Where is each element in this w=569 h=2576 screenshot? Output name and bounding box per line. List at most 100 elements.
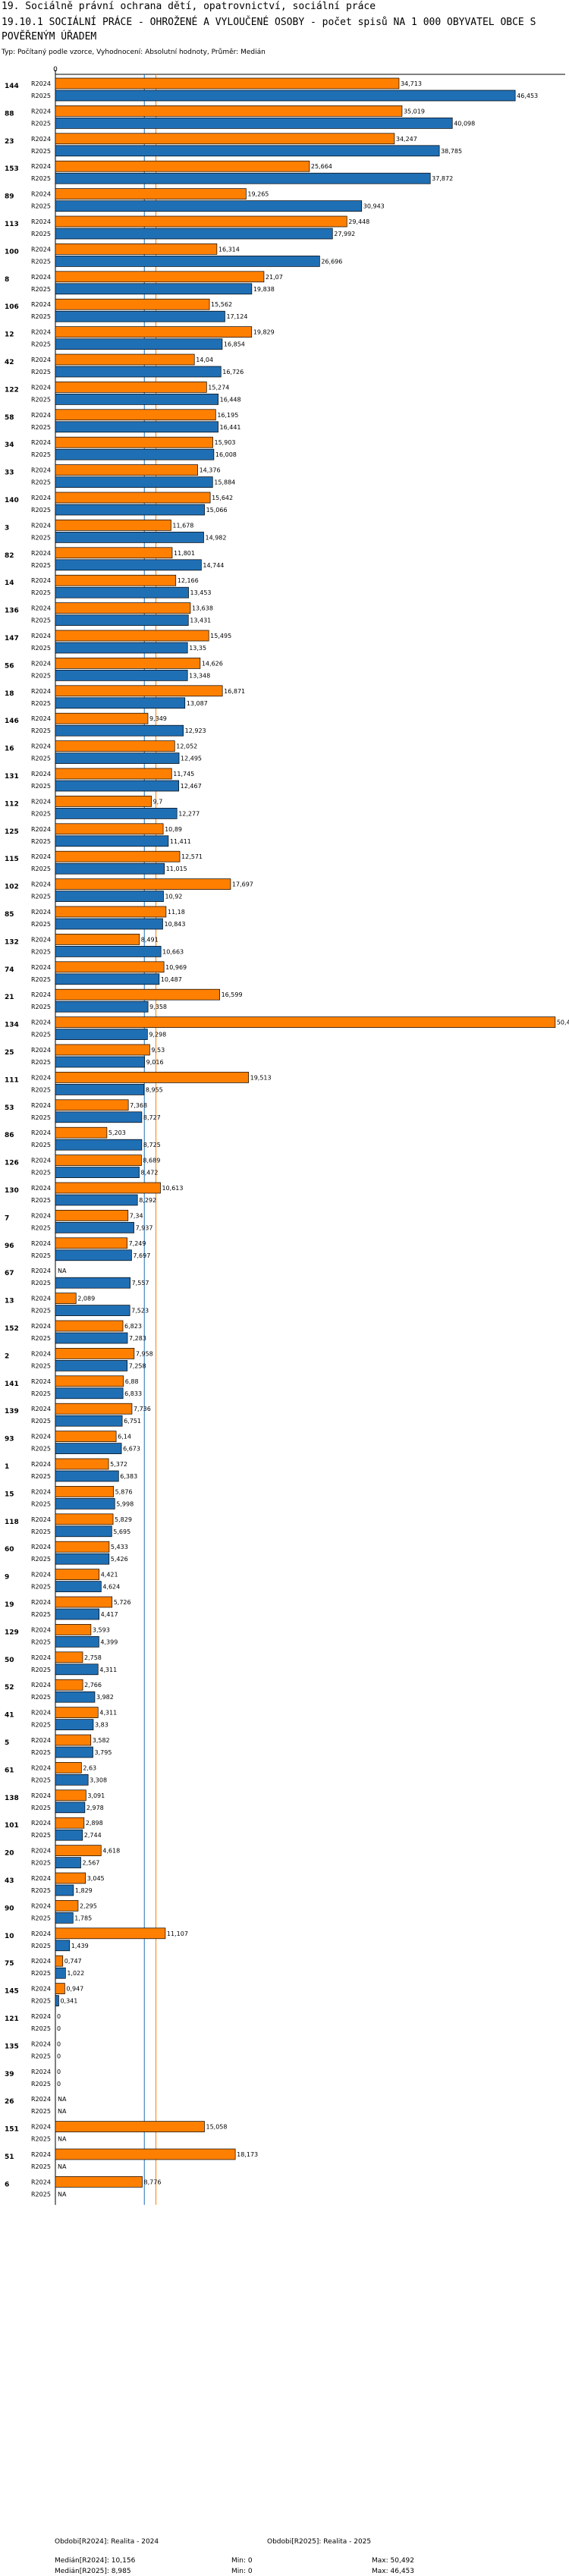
bar-r2024 [55,1348,135,1359]
bar-r2024 [55,740,175,752]
series-label: R2024 [31,715,51,722]
bar-r2024 [55,1375,124,1387]
bar-r2025 [55,891,164,902]
series-label: R2024 [31,522,51,529]
value-label: 11,678 [172,522,193,529]
value-label: 8,292 [139,1197,156,1204]
value-label: 8,955 [146,1086,163,1093]
series-label: R2024 [31,660,51,667]
bar-r2024 [55,1927,166,1940]
min-2024-text: Min: 0 [231,2557,253,2565]
series-label: R2025 [31,1473,51,1480]
category-label: 151 [5,2126,19,2134]
category-label: 145 [5,1988,19,1996]
value-label: 5,372 [110,1461,127,1468]
value-label: 11,107 [167,1930,188,1937]
na-label: NA [58,2163,67,2170]
value-label: 46,453 [517,93,538,99]
series-label: R2024 [31,1792,51,1799]
category-label: 14 [5,580,14,587]
category-label: 60 [5,1546,14,1553]
value-label: 5,726 [114,1599,131,1606]
bar-r2024 [55,1955,64,1967]
axis-zero-label: 0 [53,66,58,74]
value-label: 0,341 [60,1998,77,2005]
series-label: R2024 [31,2096,51,2103]
category-label: 26 [5,2098,14,2106]
bar-r2025 [55,1636,99,1648]
max-2025-text: Max: 46,453 [372,2568,414,2575]
value-label: 14,626 [202,660,223,667]
min-2025-text: Min: 0 [231,2568,253,2575]
category-label: 111 [5,1076,19,1084]
bar-r2024 [55,768,172,780]
value-label: 4,311 [99,1667,117,1673]
value-label: 1,439 [71,1943,89,1949]
series-label: R2024 [31,1378,51,1385]
series-label: R2024 [31,2069,51,2075]
value-label: 16,008 [215,451,237,458]
series-label: R2025 [31,1860,51,1867]
bar-r2024 [55,658,201,669]
category-label: 89 [5,193,14,201]
value-label: 7,937 [136,1224,153,1231]
bar-r2025 [55,670,188,681]
series-label: R2025 [31,700,51,707]
value-label: 6,751 [124,1418,141,1425]
value-label: 5,695 [113,1528,130,1535]
series-label: R2024 [31,1434,51,1440]
series-label: R2025 [31,783,51,790]
series-label: R2024 [31,1350,51,1357]
category-label: 113 [5,221,19,228]
bar-r2025 [55,200,363,212]
value-label: 6,823 [124,1323,142,1330]
bar-r2025 [55,1001,149,1013]
category-label: 90 [5,1905,14,1912]
series-label: R2025 [31,2191,51,2197]
series-label: R2024 [31,1682,51,1689]
category-label: 67 [5,1270,14,1277]
category-label: 130 [5,1187,19,1195]
legend-2025: Obdobi[R2025]: Realita - 2025 [267,2538,372,2546]
category-label: 19 [5,1601,14,1609]
series-label: R2025 [31,727,51,734]
value-label: 6,673 [123,1446,140,1453]
bar-r2025 [55,1774,89,1786]
series-label: R2025 [31,1252,51,1259]
value-label: 8,491 [141,936,159,943]
bar-r2025 [55,1194,138,1206]
value-label: 37,872 [432,175,453,182]
bar-r2025 [55,1857,81,1868]
category-label: 52 [5,1684,14,1692]
value-label: 14,982 [205,534,226,541]
series-label: R2024 [31,495,51,501]
value-label: 0 [57,2040,61,2047]
value-label: 19,265 [247,191,269,198]
series-label: R2024 [31,384,51,391]
bar-r2024 [55,712,149,724]
series-label: R2025 [31,1776,51,1783]
series-label: R2025 [31,1032,51,1038]
value-label: 7,557 [132,1280,149,1286]
value-label: 29,448 [348,218,369,225]
bar-r2024 [55,353,195,366]
category-label: 122 [5,386,19,394]
value-label: 19,829 [253,329,275,336]
series-label: R2025 [31,1170,51,1176]
category-label: 88 [5,110,14,118]
category-label: 131 [5,773,19,781]
value-label: 4,417 [101,1611,118,1618]
bar-r2024 [55,1541,110,1553]
value-label: 17,124 [226,313,247,320]
value-label: 1,022 [67,1970,84,1977]
value-label: 6,14 [118,1434,131,1440]
bar-r2024 [55,1817,85,1829]
series-label: R2025 [31,1059,51,1066]
bar-r2025 [55,835,169,847]
bar-r2025 [55,1498,115,1509]
bar-r2024 [55,1458,109,1470]
value-label: 7,258 [129,1362,146,1369]
series-label: R2025 [31,865,51,872]
series-label: R2024 [31,853,51,860]
bar-r2025 [55,1387,124,1400]
